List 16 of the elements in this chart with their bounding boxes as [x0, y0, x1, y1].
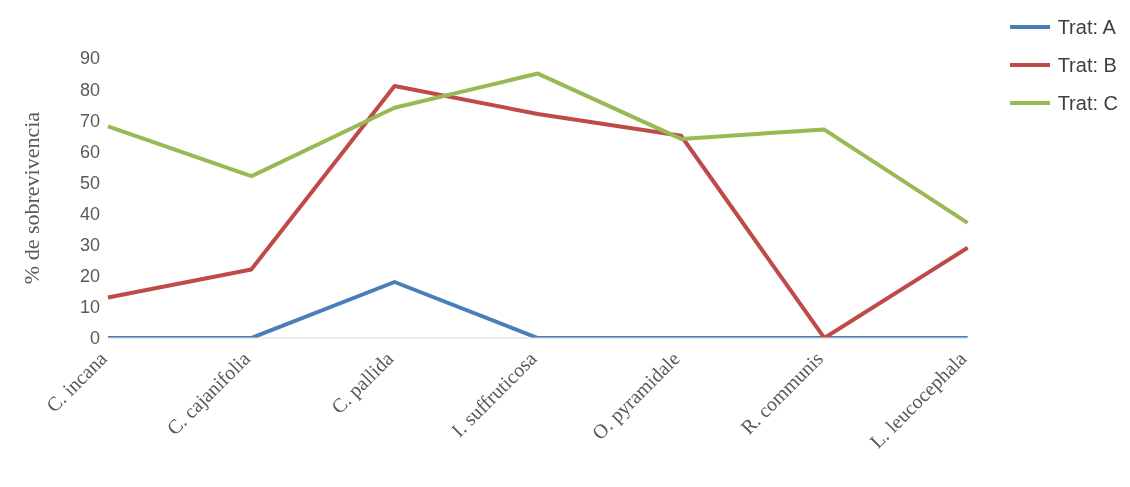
y-tick-label: 0: [89, 328, 100, 349]
legend-label: Trat: B: [1057, 53, 1117, 77]
line-series: [106, 84, 970, 338]
y-tick-label: 50: [79, 172, 100, 193]
y-axis-title: % de sobrevivencia: [18, 111, 44, 285]
y-tick-label: 60: [79, 141, 100, 162]
y-tick-label: 30: [79, 235, 100, 256]
y-tick-label: 20: [79, 266, 100, 287]
legend-label: Trat: A: [1057, 15, 1116, 39]
legend-label: Trat: C: [1057, 91, 1118, 115]
y-tick-label: 70: [79, 110, 100, 131]
y-tick-label: 10: [79, 297, 100, 318]
y-tick-label: 80: [79, 79, 100, 100]
line-series: [106, 71, 970, 225]
y-tick-label: 40: [79, 203, 100, 224]
y-tick-label: 90: [79, 48, 100, 69]
